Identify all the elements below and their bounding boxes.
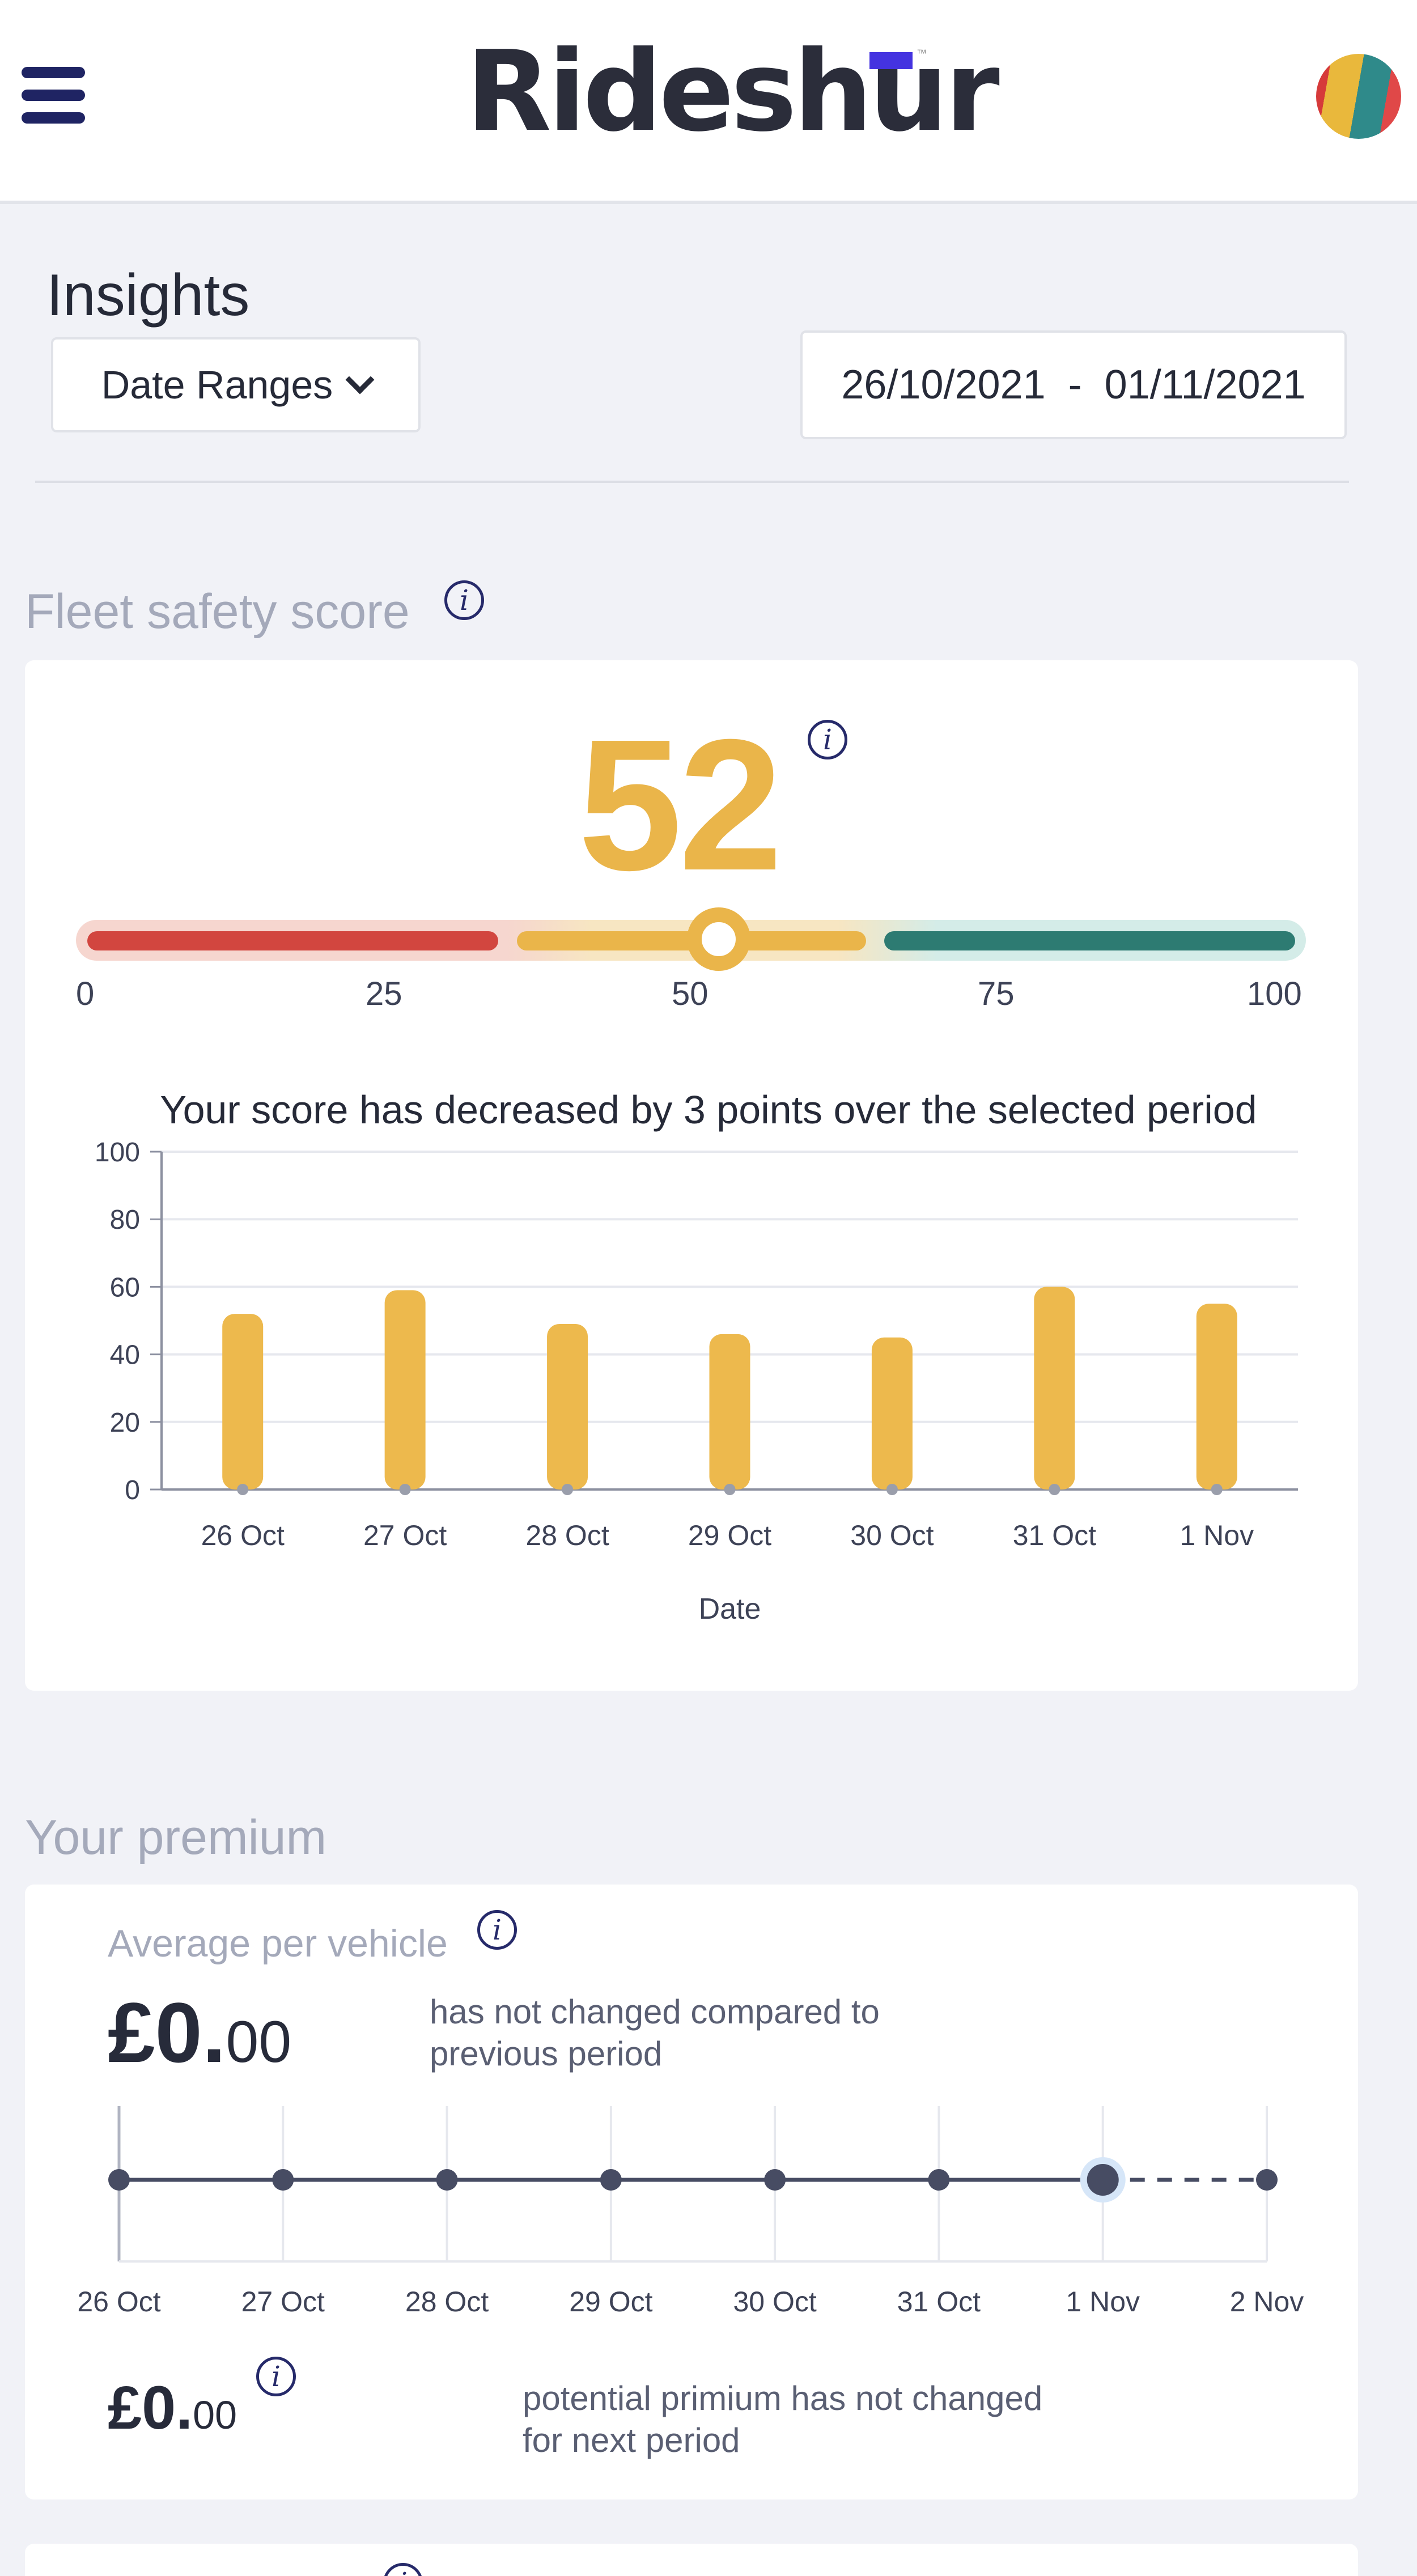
average-per-vehicle-label: Average per vehicle <box>108 1922 448 1965</box>
date-ranges-dropdown[interactable]: Date Ranges <box>51 337 421 432</box>
premium-timeline-chart: 26 Oct 27 Oct 28 Oct 29 Oct 30 Oct 31 Oct 1 No… <box>77 2106 1304 2318</box>
average-info-icon[interactable]: i <box>477 1910 517 1950</box>
gauge-tick: 75 <box>978 975 1015 1012</box>
x-tick-label: 1 Nov <box>1180 1520 1254 1551</box>
logo-trademark: ™ <box>917 48 927 59</box>
y-tick-label: 0 <box>125 1475 140 1505</box>
score-bar <box>547 1323 588 1489</box>
potential-note-line1: potential primium has not changed <box>523 2379 1043 2417</box>
score-bar <box>1034 1287 1075 1489</box>
score-bar <box>871 1337 913 1489</box>
score-change-caption: Your score has decreased by 3 points ove… <box>160 1088 1257 1132</box>
timeline-label: 31 Oct <box>897 2286 981 2318</box>
safety-score-value: 52 <box>578 700 783 909</box>
y-tick-label: 80 <box>110 1205 140 1235</box>
y-tick-label: 100 <box>95 1138 140 1168</box>
score-bar <box>384 1290 426 1489</box>
page-title: Insights <box>46 262 250 328</box>
timeline-label: 26 Oct <box>77 2286 160 2318</box>
gauge-segment-low <box>87 931 498 950</box>
x-tick-dot <box>562 1484 574 1495</box>
next-card <box>25 2544 1358 2576</box>
timeline-point <box>928 2169 950 2191</box>
x-axis-title: Date <box>699 1593 761 1626</box>
score-bar <box>709 1334 750 1489</box>
x-tick-label: 26 Oct <box>201 1520 285 1551</box>
hamburger-menu-icon[interactable] <box>22 67 85 124</box>
score-bar <box>1196 1304 1237 1489</box>
x-tick-dot <box>237 1484 249 1495</box>
x-tick-dot <box>1211 1484 1223 1495</box>
y-tick-label: 20 <box>110 1408 140 1438</box>
logo-accent-mark <box>869 52 913 69</box>
timeline-point <box>1256 2169 1278 2191</box>
score-gauge-knob[interactable] <box>687 907 750 971</box>
potential-pence: 00 <box>193 2393 237 2437</box>
timeline-label: 30 Oct <box>733 2286 816 2318</box>
gauge-segment-high <box>884 931 1295 950</box>
date-separator: - <box>1068 362 1082 408</box>
timeline-point <box>436 2169 458 2191</box>
timeline-label: 2 Nov <box>1230 2286 1304 2318</box>
timeline-point <box>108 2169 130 2191</box>
x-tick-dot <box>886 1484 898 1495</box>
potential-info-icon[interactable]: i <box>256 2357 296 2396</box>
x-tick-label: 31 Oct <box>1013 1520 1096 1551</box>
potential-premium-value: £0.00 <box>108 2372 237 2443</box>
average-note-line2: previous period <box>430 2035 663 2073</box>
timeline-label: 27 Oct <box>241 2286 325 2318</box>
timeline-highlight-point <box>1087 2164 1119 2196</box>
fleet-safety-card <box>25 660 1358 1691</box>
x-tick-label: 30 Oct <box>850 1520 934 1551</box>
y-tick-label: 40 <box>110 1340 140 1370</box>
gauge-tick: 50 <box>672 975 708 1012</box>
fleet-safety-title: Fleet safety score <box>25 584 410 639</box>
info-icon[interactable]: i <box>444 580 484 620</box>
average-premium-note: has not changed compared to previous per… <box>430 1991 880 2075</box>
x-tick-label: 27 Oct <box>363 1520 447 1551</box>
date-ranges-label: Date Ranges <box>101 363 333 407</box>
average-pence: 00 <box>226 2009 292 2075</box>
score-info-icon[interactable]: i <box>808 720 847 759</box>
chevron-down-icon <box>345 365 375 394</box>
timeline-point <box>600 2169 622 2191</box>
potential-pounds: £0. <box>108 2373 193 2442</box>
average-pounds: £0. <box>108 1985 226 2080</box>
average-note-line1: has not changed compared to <box>430 1993 880 2031</box>
app-header: Rideshur ™ <box>0 0 1417 204</box>
gauge-tick: 25 <box>366 975 402 1012</box>
gauge-tick: 0 <box>76 975 95 1012</box>
x-tick-label: 29 Oct <box>688 1520 771 1551</box>
x-tick-label: 28 Oct <box>525 1520 609 1551</box>
average-premium-value: £0.00 <box>108 1984 291 2082</box>
x-tick-dot <box>399 1484 411 1495</box>
potential-premium-note: potential primium has not changed for ne… <box>523 2378 1042 2462</box>
date-from: 26/10/2021 <box>841 362 1046 408</box>
gauge-tick: 100 <box>1247 975 1302 1012</box>
x-tick-dot <box>1049 1484 1060 1495</box>
score-bar-chart: 0 20 40 60 80 100 26 Oct 27 Oct 28 Oct 29 Oct 30 O… <box>95 1138 1298 1626</box>
timeline-label: 28 Oct <box>405 2286 489 2318</box>
premium-card <box>25 1885 1358 2499</box>
timeline-point <box>764 2169 786 2191</box>
timeline-label: 1 Nov <box>1066 2286 1140 2318</box>
date-range-picker[interactable]: 26/10/2021 - 01/11/2021 <box>800 330 1347 439</box>
divider <box>35 481 1349 483</box>
timeline-point <box>272 2169 294 2191</box>
user-avatar[interactable] <box>1316 54 1401 139</box>
premium-title: Your premium <box>25 1810 327 1865</box>
date-to: 01/11/2021 <box>1104 362 1306 408</box>
x-tick-dot <box>724 1484 736 1495</box>
y-tick-label: 60 <box>110 1272 140 1302</box>
potential-note-line2: for next period <box>523 2421 740 2459</box>
score-bar <box>222 1314 264 1489</box>
timeline-label: 29 Oct <box>569 2286 652 2318</box>
